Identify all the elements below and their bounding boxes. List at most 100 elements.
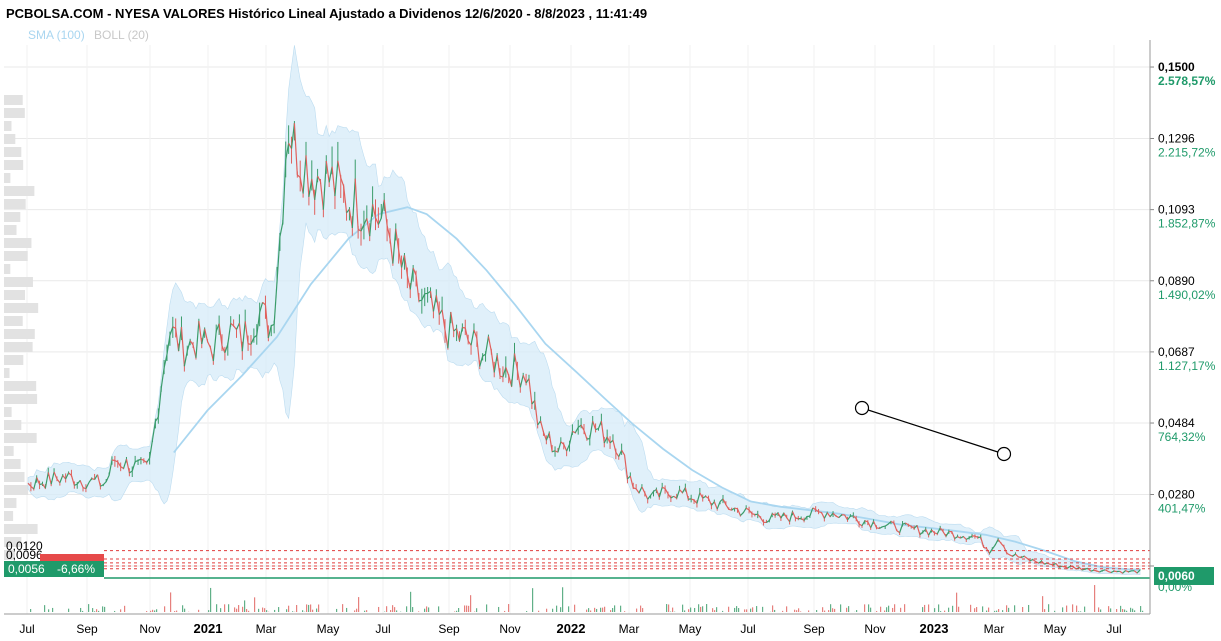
volume-bar [602, 607, 604, 612]
volume-bar [944, 610, 946, 612]
volume-bar [316, 608, 318, 612]
volume-profile-bar [4, 290, 26, 300]
volume-bar [642, 608, 644, 612]
volume-bar [832, 608, 834, 612]
x-tick-label: Jul [1106, 622, 1121, 636]
volume-bar [834, 608, 836, 612]
volume-profile-bar [4, 264, 11, 274]
trendline-handle-end[interactable] [996, 446, 1012, 462]
volume-profile-bar [4, 446, 14, 456]
x-tick-label: Nov [139, 622, 160, 636]
volume-bar [734, 607, 736, 612]
volume-bar [152, 609, 154, 612]
volume-bar [278, 607, 280, 612]
price-segment [823, 512, 828, 519]
x-tick-label: Mar [256, 622, 277, 636]
price-segment [195, 320, 200, 358]
price-segment [259, 302, 264, 313]
trendline-handle-start[interactable] [854, 400, 870, 416]
y-tick-label: 0,0687 [1158, 345, 1195, 359]
volume-bar [974, 608, 976, 612]
volume-bar [396, 610, 398, 612]
volume-bar [886, 607, 888, 612]
sma-indicator-label[interactable]: SMA (100) [28, 28, 85, 42]
price-segment [820, 512, 825, 519]
x-tick-label: 2022 [557, 621, 586, 636]
y-tick-label: 0,0890 [1158, 274, 1195, 288]
volume-bar [1006, 605, 1008, 612]
volume-bar [296, 605, 298, 612]
volume-bar [714, 610, 716, 612]
price-segment [334, 160, 339, 197]
price-segment [319, 181, 324, 210]
volume-bar [970, 604, 972, 612]
price-segment [658, 487, 663, 498]
volume-profile-bar [4, 251, 28, 261]
volume-bar [258, 608, 260, 612]
volume-bar [560, 607, 562, 612]
price-segment [302, 155, 307, 194]
volume-bar [590, 610, 592, 612]
sma-line [173, 206, 1141, 572]
volume-profile-bar [4, 121, 12, 131]
loss-tag-stub [40, 554, 104, 562]
x-tick-label: Nov [864, 622, 885, 636]
price-segment [739, 512, 744, 516]
volume-bar [822, 607, 824, 612]
volume-bar [940, 611, 942, 612]
volume-bar [1142, 610, 1144, 612]
volume-bar [552, 608, 554, 612]
price-segment [105, 475, 110, 482]
price-segment [528, 378, 533, 405]
bollinger-band [27, 45, 1141, 576]
volume-bar [308, 604, 310, 612]
volume-bar [1122, 609, 1124, 612]
x-tick-label: Mar [984, 622, 1005, 636]
volume-bar [464, 605, 466, 612]
volume-bar [476, 608, 478, 612]
volume-bar [302, 610, 304, 612]
volume-bar [48, 609, 50, 612]
volume-bar [210, 587, 212, 612]
volume-bar [1120, 605, 1122, 612]
volume-bar [150, 610, 152, 612]
trendline-drawing[interactable] [854, 400, 1012, 462]
volume-bar [958, 606, 960, 612]
volume-bar [702, 606, 704, 612]
volume-bar [786, 606, 788, 612]
y-tick-label: 0,0280 [1158, 488, 1195, 502]
volume-bar [986, 610, 988, 612]
volume-profile-bar [4, 316, 23, 326]
volume-bar [96, 609, 98, 612]
volume-bar [346, 607, 348, 612]
volume-bar [1094, 585, 1096, 612]
volume-bar [880, 606, 882, 612]
volume-bar [1048, 604, 1050, 612]
y-tick-pct: 1.127,17% [1158, 359, 1216, 373]
price-segment [951, 531, 956, 539]
boll-indicator-label[interactable]: BOLL (20) [94, 28, 149, 42]
volume-bar [102, 606, 104, 612]
volume-bar [668, 604, 670, 612]
volume-bar [30, 609, 32, 612]
volume-profile-bar [4, 459, 21, 469]
volume-bar [1054, 610, 1056, 612]
volume-profile-bar [4, 199, 26, 209]
volume-bar [410, 591, 412, 612]
volume-bar [848, 606, 850, 612]
volume-bar [1100, 609, 1102, 612]
x-tick-label: May [1044, 622, 1067, 636]
volume-bar [712, 608, 714, 612]
volume-bar [744, 609, 746, 612]
x-tick-label: Jul [740, 622, 755, 636]
volume-bar [198, 609, 200, 612]
volume-bar [1110, 608, 1112, 612]
volume-bar [938, 604, 940, 612]
volume-bar [750, 608, 752, 612]
price-segment [467, 340, 472, 346]
volume-bar [354, 610, 356, 612]
price-segment [157, 388, 162, 418]
price-segment [351, 178, 356, 228]
volume-bar [412, 607, 414, 612]
